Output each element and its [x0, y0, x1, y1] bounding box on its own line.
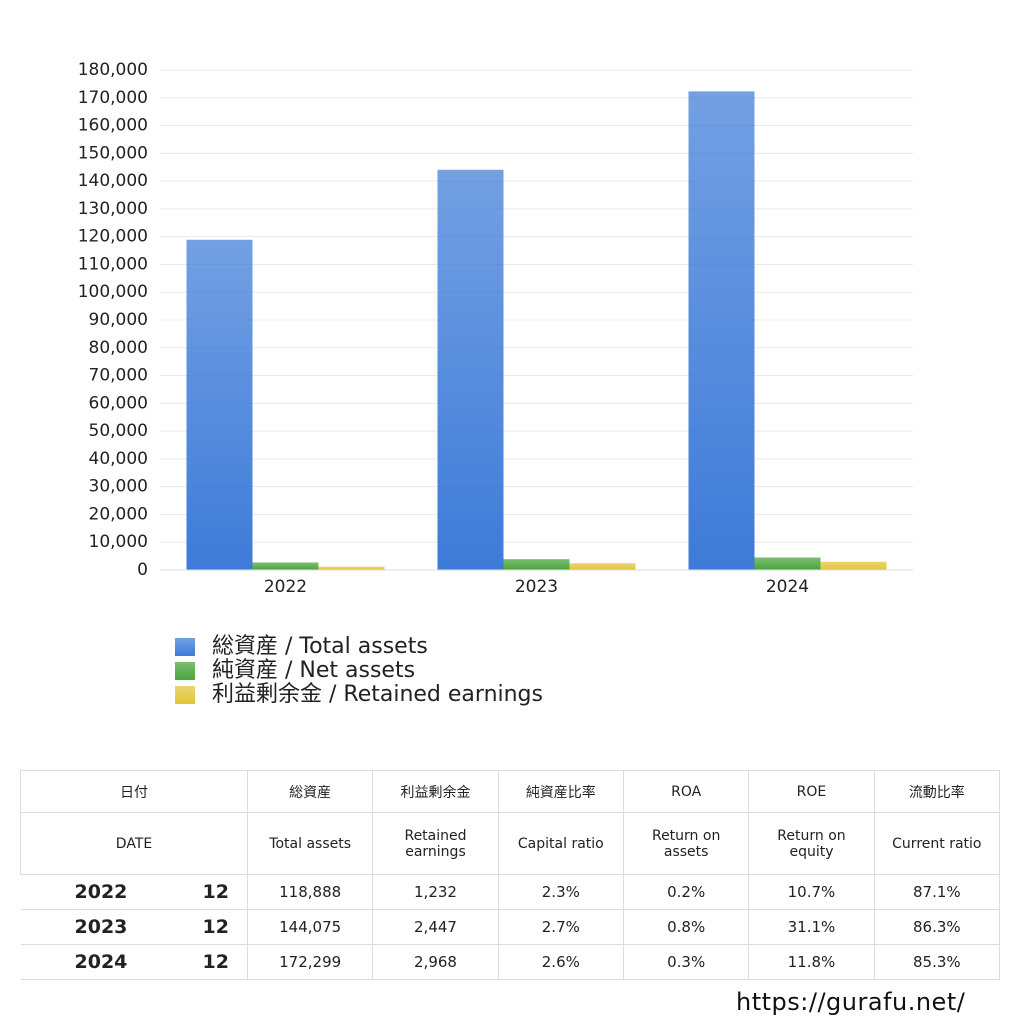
bar — [569, 563, 636, 570]
legend-label: 純資産 / Net assets — [212, 658, 415, 683]
table-cell: 31.1% — [748, 909, 875, 945]
x-tick-label: 2023 — [515, 577, 558, 597]
x-tick-label: 2024 — [766, 577, 809, 597]
y-tick-label: 100,000 — [78, 282, 148, 302]
bar — [754, 557, 821, 570]
y-tick-label: 130,000 — [78, 199, 148, 219]
y-tick-label: 30,000 — [89, 477, 148, 497]
table-cell: 1,232 — [372, 874, 499, 910]
y-tick-label: 60,000 — [89, 393, 148, 413]
table-cell: 純資産比率 — [497, 770, 624, 813]
table-cell: 流動比率 — [873, 770, 1001, 813]
table-cell: 86.3% — [873, 909, 1001, 945]
legend-label: 総資産 / Total assets — [212, 634, 428, 659]
table-cell: 144,075 — [246, 909, 374, 945]
bar — [503, 559, 570, 570]
data-row: 2024 12 172,299 2,968 2.6% 0.3% 11.8% 85.3% — [20, 944, 1001, 980]
table-cell: 総資産 — [246, 770, 374, 813]
table-cell: 2.6% — [497, 944, 624, 980]
table-cell: 2,968 — [372, 944, 499, 980]
y-tick-label: 0 — [137, 560, 148, 580]
y-tick-label: 110,000 — [78, 254, 148, 274]
table-cell: 2,447 — [372, 909, 499, 945]
legend-swatch — [175, 638, 195, 656]
table-cell: 12 — [180, 874, 248, 910]
table-cell: 172,299 — [246, 944, 374, 980]
legend-label: 利益剰余金 / Retained earnings — [212, 682, 543, 707]
y-tick-label: 140,000 — [78, 171, 148, 191]
y-tick-label: 90,000 — [89, 310, 148, 330]
table-cell: 日付 — [20, 770, 248, 813]
y-tick-label: 170,000 — [78, 88, 148, 108]
table-cell: 0.2% — [622, 874, 750, 910]
data-table: 日付 総資産 利益剰余金 純資産比率 ROA ROE 流動比率 DATE Total asset… — [20, 770, 1001, 980]
data-row: 2023 12 144,075 2,447 2.7% 0.8% 31.1% 86.3% — [20, 909, 1001, 945]
table-cell: DATE — [20, 812, 248, 875]
table-cell: 2.7% — [497, 909, 624, 945]
table-cell: 10.7% — [748, 874, 875, 910]
table-cell: Capital ratio — [497, 812, 624, 875]
table-cell: 85.3% — [873, 944, 1001, 980]
bar — [318, 566, 385, 570]
site-url: https://gurafu.net/ — [736, 988, 966, 1016]
bar — [820, 561, 887, 570]
table-cell: 0.8% — [622, 909, 750, 945]
bar — [186, 239, 253, 570]
data-row: 2022 12 118,888 1,232 2.3% 0.2% 10.7% 87.1% — [20, 874, 1001, 910]
table-cell: Current ratio — [873, 812, 1001, 875]
table-cell: 12 — [180, 944, 248, 980]
table-cell: Retained earnings — [372, 812, 499, 875]
bar — [252, 562, 319, 570]
table-cell: 2024 — [20, 944, 181, 980]
x-tick-label: 2022 — [264, 577, 307, 597]
table-cell: Return on equity — [748, 812, 875, 875]
bar — [688, 91, 755, 571]
table-cell: 11.8% — [748, 944, 875, 980]
table-cell: 0.3% — [622, 944, 750, 980]
y-tick-label: 120,000 — [78, 227, 148, 247]
table-cell: Return on assets — [622, 812, 750, 875]
table-cell: 87.1% — [873, 874, 1001, 910]
table-cell: 2.3% — [497, 874, 624, 910]
y-tick-label: 10,000 — [89, 532, 148, 552]
header-row: 日付 総資産 利益剰余金 純資産比率 ROA ROE 流動比率 — [20, 770, 1001, 813]
y-tick-label: 70,000 — [89, 366, 148, 386]
table-cell: 利益剰余金 — [372, 770, 499, 813]
chart: 0 10,000 20,000 30,000 40,000 50,000 60,000 70,… — [78, 60, 913, 707]
header-row: DATE Total assets Retained earnings Capital… — [20, 812, 1001, 875]
bar — [437, 169, 504, 570]
y-tick-label: 160,000 — [78, 116, 148, 136]
y-tick-label: 50,000 — [89, 421, 148, 441]
y-tick-label: 80,000 — [89, 338, 148, 358]
table-cell: Total assets — [246, 812, 374, 875]
table-cell: 118,888 — [246, 874, 374, 910]
y-tick-label: 20,000 — [89, 504, 148, 524]
legend-swatch — [175, 686, 195, 704]
table-cell: 2023 — [20, 909, 181, 945]
table-cell: 2022 — [20, 874, 181, 910]
y-tick-label: 180,000 — [78, 60, 148, 80]
table-cell: 12 — [180, 909, 248, 945]
table-cell: ROA — [622, 770, 750, 813]
y-tick-label: 40,000 — [89, 449, 148, 469]
legend-swatch — [175, 662, 195, 680]
y-tick-label: 150,000 — [78, 143, 148, 163]
table-cell: ROE — [748, 770, 875, 813]
